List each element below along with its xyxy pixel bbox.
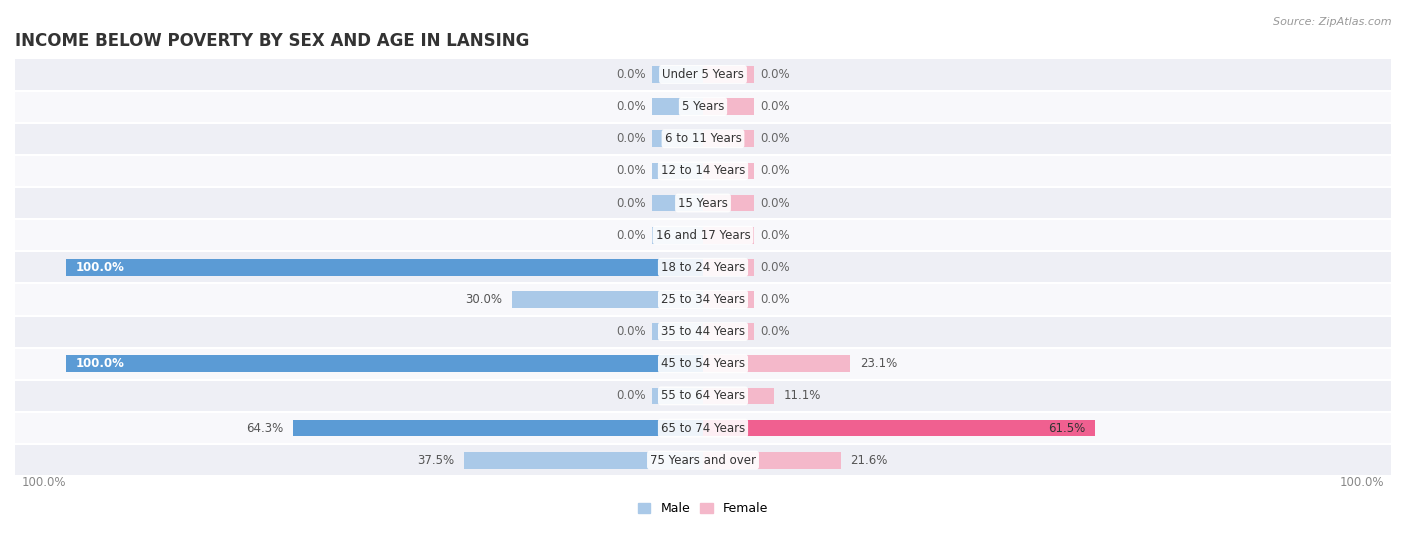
Text: 61.5%: 61.5%	[1047, 421, 1085, 434]
Text: 0.0%: 0.0%	[761, 100, 790, 113]
Text: 65 to 74 Years: 65 to 74 Years	[661, 421, 745, 434]
Text: 0.0%: 0.0%	[761, 261, 790, 274]
Text: 100.0%: 100.0%	[76, 261, 124, 274]
Text: 0.0%: 0.0%	[616, 100, 645, 113]
Text: 25 to 34 Years: 25 to 34 Years	[661, 293, 745, 306]
Bar	[464, 452, 703, 468]
Bar	[15, 283, 1391, 315]
Bar	[15, 315, 1391, 348]
Text: 0.0%: 0.0%	[761, 325, 790, 338]
Bar	[703, 98, 754, 115]
Text: 15 Years: 15 Years	[678, 197, 728, 210]
Bar	[703, 227, 754, 244]
Bar	[652, 195, 703, 211]
Text: 0.0%: 0.0%	[761, 164, 790, 177]
Bar	[294, 420, 703, 437]
Text: 16 and 17 Years: 16 and 17 Years	[655, 229, 751, 241]
Text: 35 to 44 Years: 35 to 44 Years	[661, 325, 745, 338]
Bar	[703, 323, 754, 340]
Bar	[15, 219, 1391, 251]
Text: 0.0%: 0.0%	[616, 164, 645, 177]
Bar	[652, 66, 703, 83]
Text: 0.0%: 0.0%	[616, 197, 645, 210]
Bar	[652, 387, 703, 404]
Bar	[15, 187, 1391, 219]
Text: 0.0%: 0.0%	[616, 68, 645, 81]
Text: 0.0%: 0.0%	[761, 68, 790, 81]
Bar	[703, 420, 1095, 437]
Text: 0.0%: 0.0%	[761, 229, 790, 241]
Bar	[703, 291, 754, 308]
Bar	[652, 98, 703, 115]
Text: 64.3%: 64.3%	[246, 421, 284, 434]
Bar	[15, 58, 1391, 91]
Text: 37.5%: 37.5%	[418, 454, 454, 467]
Text: 0.0%: 0.0%	[616, 132, 645, 145]
Bar	[15, 380, 1391, 412]
Text: 75 Years and over: 75 Years and over	[650, 454, 756, 467]
Bar	[15, 348, 1391, 380]
Text: 11.1%: 11.1%	[783, 390, 821, 402]
Bar	[703, 259, 754, 276]
Bar	[703, 195, 754, 211]
Bar	[703, 387, 773, 404]
Text: 18 to 24 Years: 18 to 24 Years	[661, 261, 745, 274]
Text: Source: ZipAtlas.com: Source: ZipAtlas.com	[1274, 17, 1392, 27]
Bar	[703, 130, 754, 147]
Text: 21.6%: 21.6%	[851, 454, 887, 467]
Bar	[652, 227, 703, 244]
Text: 6 to 11 Years: 6 to 11 Years	[665, 132, 741, 145]
Bar	[15, 444, 1391, 476]
Bar	[15, 122, 1391, 155]
Text: Under 5 Years: Under 5 Years	[662, 68, 744, 81]
Text: 23.1%: 23.1%	[859, 357, 897, 370]
Bar	[652, 130, 703, 147]
Text: 0.0%: 0.0%	[616, 390, 645, 402]
Text: 30.0%: 30.0%	[465, 293, 502, 306]
Text: 0.0%: 0.0%	[616, 325, 645, 338]
Text: 100.0%: 100.0%	[1340, 476, 1385, 489]
Text: 5 Years: 5 Years	[682, 100, 724, 113]
Bar	[15, 91, 1391, 122]
Bar	[15, 412, 1391, 444]
Text: 0.0%: 0.0%	[761, 132, 790, 145]
Bar	[512, 291, 703, 308]
Bar	[66, 259, 703, 276]
Text: INCOME BELOW POVERTY BY SEX AND AGE IN LANSING: INCOME BELOW POVERTY BY SEX AND AGE IN L…	[15, 32, 530, 50]
Bar	[652, 163, 703, 179]
Bar	[66, 356, 703, 372]
Text: 55 to 64 Years: 55 to 64 Years	[661, 390, 745, 402]
Text: 12 to 14 Years: 12 to 14 Years	[661, 164, 745, 177]
Bar	[15, 155, 1391, 187]
Text: 100.0%: 100.0%	[21, 476, 66, 489]
Bar	[703, 163, 754, 179]
Text: 0.0%: 0.0%	[761, 293, 790, 306]
Bar	[15, 251, 1391, 283]
Text: 45 to 54 Years: 45 to 54 Years	[661, 357, 745, 370]
Legend: Male, Female: Male, Female	[633, 497, 773, 520]
Bar	[652, 323, 703, 340]
Bar	[703, 66, 754, 83]
Bar	[703, 356, 851, 372]
Text: 0.0%: 0.0%	[761, 197, 790, 210]
Bar	[703, 452, 841, 468]
Text: 0.0%: 0.0%	[616, 229, 645, 241]
Text: 100.0%: 100.0%	[76, 357, 124, 370]
